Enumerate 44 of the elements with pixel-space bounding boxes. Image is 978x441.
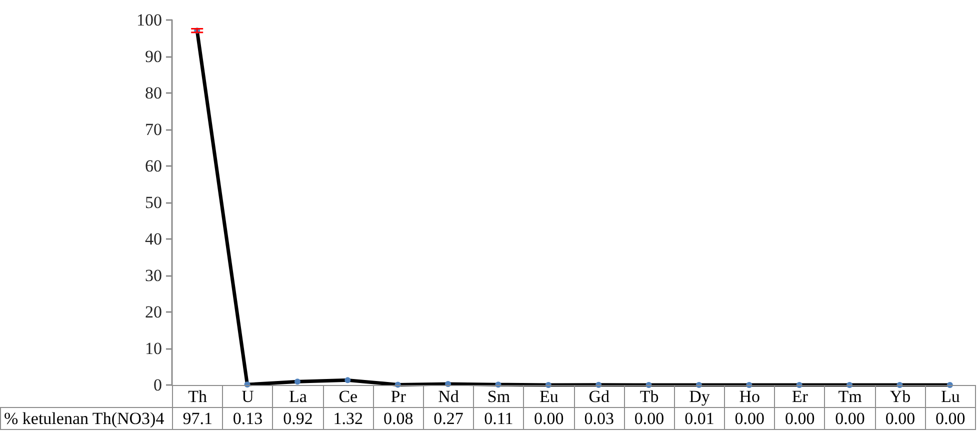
y-tick-label: 30 <box>145 266 162 285</box>
x-tick-label: Ho <box>724 386 775 408</box>
data-label: 0.00 <box>724 408 775 430</box>
x-tick-label: Lu <box>925 386 976 408</box>
y-tick-label: 100 <box>136 10 162 30</box>
y-tick-label: 90 <box>145 47 162 66</box>
data-label: 0.00 <box>774 408 825 430</box>
data-label: 0.11 <box>474 408 524 430</box>
data-label: 0.13 <box>222 408 273 430</box>
x-tick-label: Eu <box>524 386 574 408</box>
data-label: 1.32 <box>323 408 374 430</box>
x-tick-label: Th <box>172 386 223 408</box>
y-tick-label: 70 <box>145 120 162 139</box>
x-tick-label: Er <box>774 386 825 408</box>
data-label: 0.01 <box>674 408 725 430</box>
x-tick-label: Nd <box>423 386 474 408</box>
data-label: 0.00 <box>824 408 876 430</box>
x-tick-label: La <box>272 386 324 408</box>
data-label: 0.00 <box>524 408 574 430</box>
x-tick-label: Ce <box>323 386 374 408</box>
x-tick-label: Gd <box>574 386 624 408</box>
y-tick-label: 0 <box>154 376 162 394</box>
data-label: 0.00 <box>925 408 976 430</box>
y-tick-label: 50 <box>145 193 162 212</box>
x-tick-label: Pr <box>373 386 424 408</box>
data-label: 0.92 <box>272 408 324 430</box>
x-tick-label: Dy <box>674 386 725 408</box>
data-label: 0.08 <box>373 408 424 430</box>
data-label: 97.1 <box>172 408 223 430</box>
y-tick-label: 60 <box>145 156 162 176</box>
text: % ketulenan Th(NO3)4 <box>0 408 172 430</box>
y-tick-label: 10 <box>145 339 162 358</box>
data-label: 0.27 <box>423 408 474 430</box>
y-tick-label: 80 <box>145 84 162 102</box>
y-tick-label: 40 <box>145 230 162 248</box>
x-tick-label: Tb <box>624 386 674 408</box>
x-tick-label: Yb <box>875 386 926 408</box>
x-tick-label: Sm <box>474 386 524 408</box>
data-label: 0.03 <box>574 408 624 430</box>
data-label: 0.00 <box>624 408 674 430</box>
y-tick-label: 20 <box>145 302 162 322</box>
x-tick-label: Tm <box>824 386 876 408</box>
x-tick-label: U <box>222 386 273 408</box>
data-label: 0.00 <box>875 408 926 430</box>
